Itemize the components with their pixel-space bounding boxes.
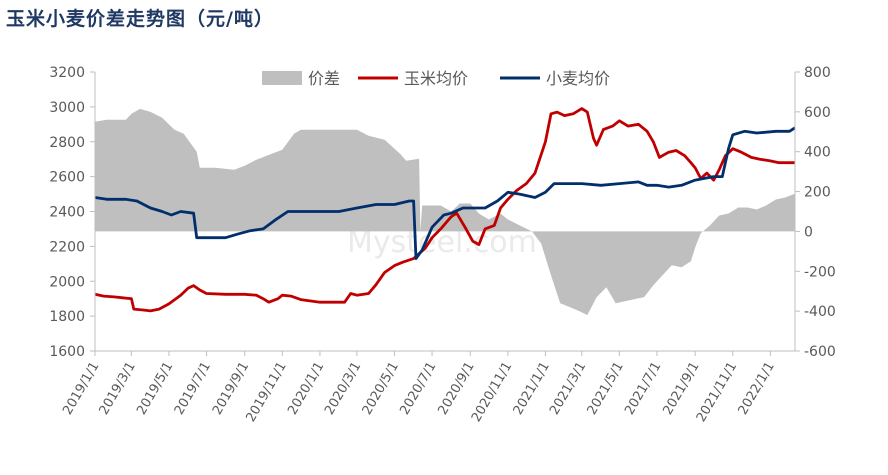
x-tick-label: 2020/5/1 xyxy=(360,360,402,418)
right-tick-label: -600 xyxy=(804,344,836,360)
left-tick-label: 2800 xyxy=(49,135,85,151)
legend-label-spread: 价差 xyxy=(308,69,340,88)
left-tick-label: 1600 xyxy=(49,344,85,360)
right-tick-label: 800 xyxy=(804,65,831,81)
x-tick-label: 2021/9/1 xyxy=(660,360,702,418)
legend: 价差 玉米均价 小麦均价 xyxy=(262,69,610,88)
series-wheat-line xyxy=(94,126,796,260)
x-tick-label: 2021/7/1 xyxy=(622,360,664,418)
right-tick-label: 0 xyxy=(804,224,813,240)
legend-swatch-spread xyxy=(262,71,302,85)
x-tick-label: 2022/1/1 xyxy=(736,360,778,418)
left-tick-label: 1800 xyxy=(49,309,85,325)
left-tick-label: 3200 xyxy=(49,65,85,81)
x-tick-label: 2020/1/1 xyxy=(285,360,327,418)
right-tick-label: 200 xyxy=(804,185,831,201)
x-tick-label: 2020/9/1 xyxy=(436,360,478,418)
right-tick-label: 400 xyxy=(804,145,831,161)
chart-title: 玉米小麦价差走势图（元/吨） xyxy=(6,8,274,30)
left-tick-label: 2600 xyxy=(49,170,85,186)
spread-area-layer xyxy=(95,108,795,316)
x-tick-label: 2021/5/1 xyxy=(585,360,627,418)
price-lines-layer xyxy=(94,107,796,313)
left-tick-label: 2400 xyxy=(49,205,85,221)
right-tick-label: 600 xyxy=(804,105,831,121)
x-tick-label: 2019/3/1 xyxy=(97,360,139,418)
left-tick-label: 2000 xyxy=(49,274,85,290)
right-tick-label: -200 xyxy=(804,264,836,280)
legend-label-wheat: 小麦均价 xyxy=(546,69,610,88)
right-tick-label: -400 xyxy=(804,304,836,320)
x-tick-label: 2019/7/1 xyxy=(172,360,214,418)
x-tick-label: 2021/3/1 xyxy=(547,360,589,418)
x-tick-label: 2020/7/1 xyxy=(397,360,439,418)
left-tick-label: 3000 xyxy=(49,100,85,116)
x-tick-label: 2019/1/1 xyxy=(60,360,102,418)
x-tick-label: 2021/1/1 xyxy=(511,360,553,418)
series-corn-line xyxy=(94,107,795,313)
x-tick-label: 2019/9/1 xyxy=(210,360,252,418)
legend-label-corn: 玉米均价 xyxy=(404,69,468,88)
left-tick-label: 2200 xyxy=(49,239,85,255)
series-spread-area xyxy=(95,108,795,316)
x-tick-label: 2020/3/1 xyxy=(322,360,364,418)
x-tick-label: 2019/5/1 xyxy=(134,360,176,418)
